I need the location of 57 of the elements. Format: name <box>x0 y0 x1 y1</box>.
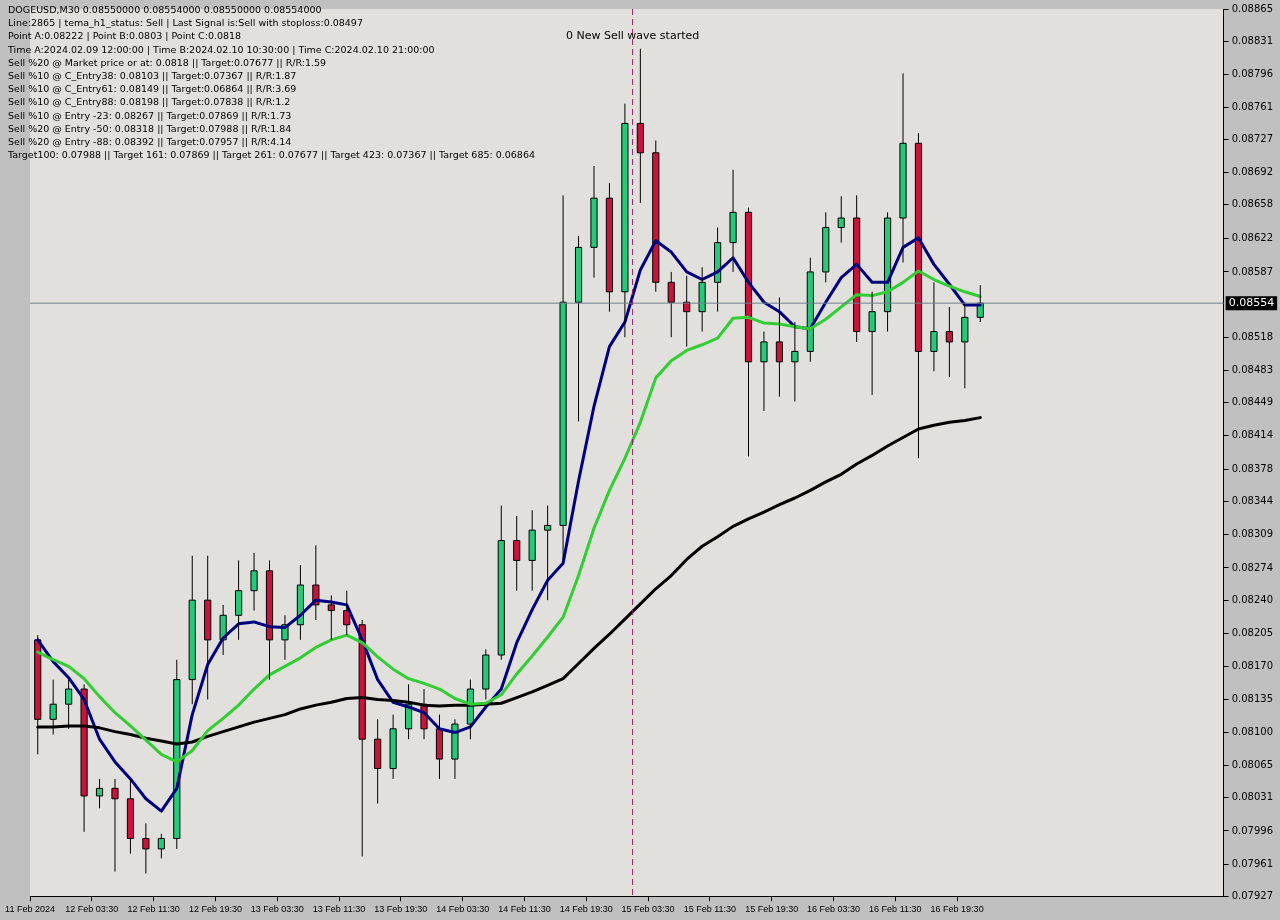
x-tick-label: 13 Feb 19:30 <box>374 904 428 915</box>
y-tick-label: 0.08414 <box>1231 429 1274 441</box>
annotation: Sell %20 @ Entry -50: 0.08318 || Target:0.07988 || R/R:1.84 <box>8 121 293 136</box>
x-tick-label: 11 Feb 2024 <box>5 904 55 915</box>
y-tick-label: 0.07927 <box>1231 889 1274 901</box>
y-tick-label: 0.08622 <box>1231 232 1274 244</box>
y-tick-label: 0.08865 <box>1231 2 1274 14</box>
y-tick-label: 0.08831 <box>1231 34 1274 46</box>
y-tick-label: 0.08658 <box>1231 198 1274 210</box>
annotation: Time A:2024.02.09 12:00:00 | Time B:2024.02.10 10:30:00 | Time C:2024.02.10 21:00:00 <box>8 42 436 56</box>
y-tick-label: 0.08761 <box>1231 100 1274 112</box>
x-tick-label: 15 Feb 11:30 <box>683 904 737 915</box>
x-tick-label: 12 Feb 19:30 <box>188 904 242 915</box>
y-tick-label: 0.08692 <box>1231 166 1274 178</box>
x-tick-label: 14 Feb 03:30 <box>436 904 490 915</box>
y-tick-label: 0.08518 <box>1231 330 1274 342</box>
ref-line-label: 0 New Sell wave started <box>566 29 700 42</box>
y-tick-label: 0.07961 <box>1231 857 1274 869</box>
x-tick-label: 13 Feb 03:30 <box>250 904 304 915</box>
y-tick-label: 0.08274 <box>1231 561 1274 573</box>
y-tick-label: 0.08065 <box>1231 759 1274 771</box>
y-tick-label: 0.08344 <box>1231 495 1274 507</box>
y-tick-label: 0.08727 <box>1231 133 1274 145</box>
x-tick-label: 14 Feb 19:30 <box>559 904 613 915</box>
x-tick-label: 16 Feb 11:30 <box>869 904 922 915</box>
y-tick-label: 0.08240 <box>1231 593 1274 605</box>
x-tick-label: 16 Feb 03:30 <box>806 904 861 915</box>
annotation: Point A:0.08222 | Point B:0.0803 | Point C:0.0818 <box>8 29 243 43</box>
ref-line-label: 0.08554 <box>1228 296 1275 310</box>
y-tick-label: 0.08100 <box>1231 726 1274 738</box>
y-tick-label: 0.08796 <box>1231 67 1274 79</box>
y-tick-label: 0.08135 <box>1231 693 1274 705</box>
chart-title: DOGEUSD,M30 0.08550000 0.08554000 0.08550000 0.08554000 <box>8 3 323 17</box>
x-tick-label: 16 Feb 19:30 <box>930 904 984 915</box>
annotation: Sell %10 @ C_Entry38: 0.08103 || Target:0.07367 || R/R:1.87 <box>8 69 298 83</box>
y-tick-label: 0.08378 <box>1231 463 1274 475</box>
y-tick-label: 0.08031 <box>1231 791 1274 803</box>
annotation: Sell %10 @ C_Entry61: 0.08149 || Target:0.06864 || R/R:3.69 <box>8 82 298 96</box>
annotation: Sell %20 @ Entry -88: 0.08392 || Target:0.07957 || R/R:4.14 <box>8 135 293 149</box>
y-tick-label: 0.08170 <box>1231 659 1274 671</box>
annotation: Sell %20 @ Market price or at: 0.0818 || Target:0.07677 || R/R:1.59 <box>8 55 328 70</box>
y-tick-label: 0.08205 <box>1231 626 1274 638</box>
x-tick-label: 13 Feb 11:30 <box>312 904 366 915</box>
y-tick-label: 0.08449 <box>1231 396 1274 408</box>
x-tick-label: 14 Feb 11:30 <box>498 904 551 915</box>
y-tick-label: 0.08483 <box>1231 363 1274 375</box>
y-tick-label: 0.07996 <box>1231 824 1274 836</box>
annotation: Line:2865 | tema_h1_status: Sell | Last Signal is:Sell with stoploss:0.08497 <box>8 16 364 30</box>
y-tick-label: 0.08587 <box>1231 265 1274 277</box>
annotation: Sell %10 @ Entry -23: 0.08267 || Target:0.07869 || R/R:1.73 <box>8 108 293 122</box>
y-tick-label: 0.08309 <box>1231 528 1274 540</box>
x-tick-label: 15 Feb 03:30 <box>621 904 675 915</box>
annotation: Target100: 0.07988 || Target 161: 0.07869 || Target 261: 0.07677 || Target 423: 0.07367 || Target 685: 0.06864 <box>8 148 535 162</box>
x-tick-label: 15 Feb 19:30 <box>745 904 799 915</box>
x-tick-label: 12 Feb 03:30 <box>65 904 119 915</box>
x-tick-label: 12 Feb 11:30 <box>127 904 180 915</box>
annotation: Sell %10 @ C_Entry88: 0.08198 || Target:0.07838 || R/R:1.2 <box>8 95 292 109</box>
